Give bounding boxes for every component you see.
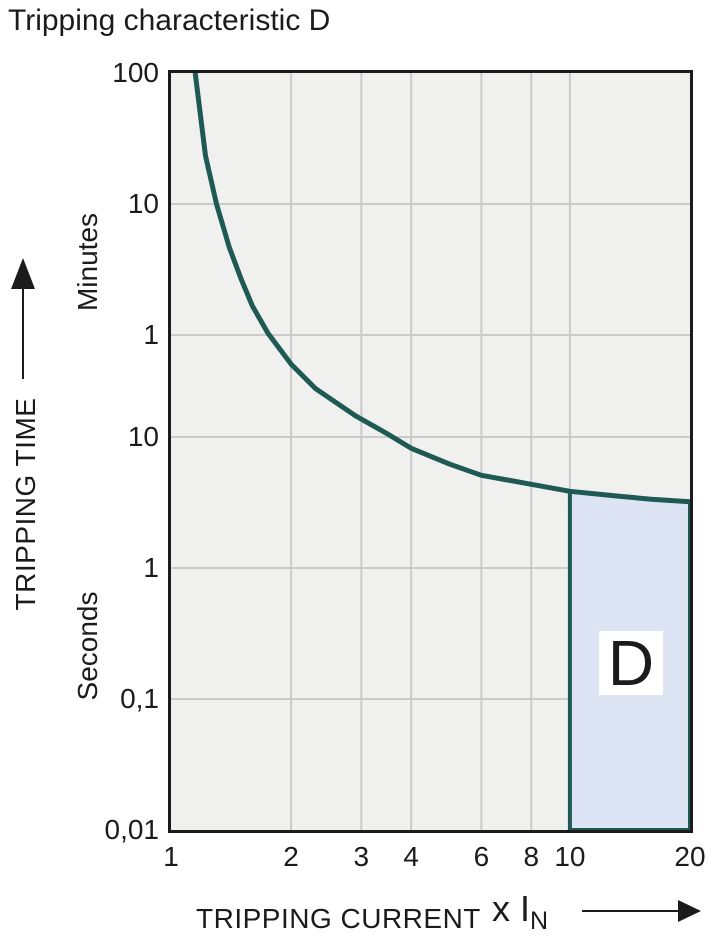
- y-axis-arrow-line: [22, 287, 24, 379]
- right-arrow-icon: [678, 900, 701, 922]
- x-tick-label: 10: [554, 841, 586, 872]
- y-tick-label: 100: [112, 57, 159, 88]
- y-tick-label: 1: [143, 319, 159, 351]
- x-tick-label: 3: [353, 841, 370, 872]
- x-tick-label: 20: [674, 841, 706, 872]
- x-tick-label: 6: [473, 841, 490, 872]
- up-arrow-icon: [11, 258, 35, 289]
- chart-title: Tripping characteristic D: [8, 4, 331, 37]
- x-tick-label: 2: [283, 841, 299, 872]
- y-tick-label: 0,01: [104, 814, 160, 845]
- x-tick-label: 1: [163, 841, 179, 872]
- x-tick-label: 8: [523, 841, 540, 872]
- x-axis-arrow-line: [582, 910, 679, 912]
- region-d-label: D: [607, 627, 655, 699]
- x-axis-unit-subscript: N: [530, 907, 549, 935]
- region-d-label-box: D: [599, 631, 663, 695]
- x-tick-label: 4: [403, 841, 419, 872]
- plot-area: [168, 70, 693, 833]
- x-axis-title: TRIPPING CURRENT: [196, 903, 481, 934]
- x-axis-unit: x IN: [492, 888, 549, 935]
- plot-canvas: [171, 73, 690, 830]
- y-tick-label: 0,1: [120, 682, 159, 714]
- y-axis-unit-minutes: Minutes: [72, 212, 103, 312]
- y-tick-label: 10: [127, 188, 159, 219]
- tripping-curve-d: [192, 73, 690, 505]
- y-tick-label: 10: [127, 420, 159, 452]
- y-tick-label: 1: [143, 551, 159, 583]
